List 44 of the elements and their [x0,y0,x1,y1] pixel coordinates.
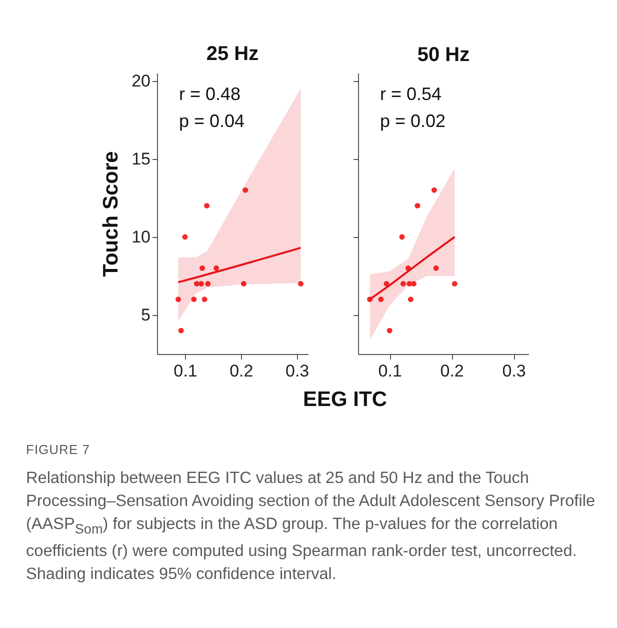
y-tick-label: 5 [141,305,150,324]
text: Relationship between EEG ITC values at 25 and 50 Hz and the Touch Processing–Sensation Avoiding section of the Adult Adolescent Sensory Profile (AASP$_{Som}$) for subjects in the ASD group. The p-values for the correlation coefficients (r) were computed using Spearman rank-order test, uncorrected. Shading indicates 95% confidence interval. [26,468,596,586]
annotation: r = 0.54 [380,84,442,104]
point [182,234,188,240]
y-axis-title: Touch Score [100,151,123,277]
point [386,328,392,334]
point [414,203,420,209]
point [194,281,200,286]
point [176,296,181,302]
chart-title: 25 Hz [206,42,259,65]
point [205,281,211,286]
point [200,265,206,271]
point [191,296,197,302]
x-tick-label: 0.1 [378,362,402,381]
annotation: p = 0.04 [179,111,245,131]
y-tick-label: 20 [132,71,150,90]
x-tick-label: 0.3 [285,362,310,380]
annotation: r = 0.48 [179,84,241,104]
y-tick-label: 10 [132,227,150,246]
point [214,265,220,271]
x-tick-label: 0.1 [174,362,198,380]
point [204,202,210,208]
caption: FIGURE 7 [26,441,91,459]
x-axis-title: EEG ITC [302,388,388,412]
point [298,281,304,286]
point [242,187,248,193]
point [240,281,246,286]
point [400,281,406,287]
point [452,281,458,287]
x-tick-label: 0.2 [230,362,254,380]
point [178,328,184,334]
point [431,188,437,194]
point [433,266,439,272]
y-tick-label: 15 [132,149,150,168]
x-tick-label: 0.3 [502,362,526,381]
point [202,296,208,302]
chart-title: 50 Hz [417,44,470,66]
point [408,297,414,302]
point [399,234,405,240]
x-tick-label: 0.2 [440,362,464,381]
point [378,297,384,302]
line-series [177,246,302,284]
annotation: p = 0.02 [380,111,446,132]
point [411,281,416,287]
